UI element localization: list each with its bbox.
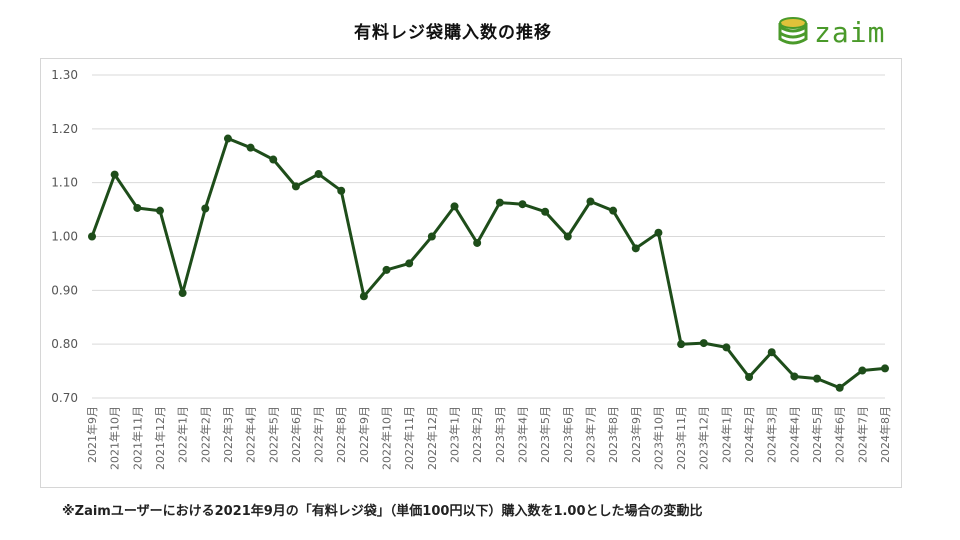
- x-tick-label: 2022年2月: [198, 406, 212, 463]
- x-tick-label: 2023年6月: [561, 406, 575, 463]
- zaim-logo: zaim: [776, 12, 896, 52]
- chart-frame: [40, 58, 902, 488]
- x-tick-label: 2022年12月: [425, 406, 439, 470]
- x-tick-label: 2022年4月: [244, 406, 258, 463]
- x-tick-label: 2021年11月: [130, 406, 144, 470]
- y-tick-label: 0.80: [51, 337, 78, 351]
- data-point: [654, 228, 663, 237]
- x-tick-label: 2023年1月: [448, 406, 462, 463]
- data-point: [835, 383, 844, 392]
- data-point: [813, 374, 822, 383]
- data-point: [722, 343, 731, 352]
- x-tick-label: 2022年7月: [312, 406, 326, 463]
- grid-lines: [92, 74, 885, 399]
- x-tick-label: 2022年6月: [289, 406, 303, 463]
- y-tick-label: 1.20: [51, 122, 78, 136]
- x-tick-label: 2024年7月: [855, 406, 869, 463]
- data-point: [291, 182, 300, 191]
- data-point: [427, 232, 436, 241]
- x-tick-label: 2023年3月: [493, 406, 507, 463]
- y-tick-label: 1.30: [51, 68, 78, 82]
- data-point: [133, 203, 142, 212]
- data-point: [677, 340, 686, 349]
- series-line: [90, 137, 886, 390]
- x-tick-label: 2022年8月: [334, 406, 348, 463]
- data-point: [563, 232, 572, 241]
- data-point: [586, 197, 595, 206]
- x-tick-label: 2024年1月: [719, 406, 733, 463]
- data-point: [178, 289, 187, 298]
- x-tick-label: 2023年10月: [651, 406, 665, 470]
- x-tick-label: 2023年8月: [606, 406, 620, 463]
- chart-title: 有料レジ袋購入数の推移: [354, 23, 552, 43]
- data-point: [337, 186, 346, 195]
- y-tick-label: 0.70: [51, 391, 78, 405]
- data-point: [110, 170, 119, 179]
- logo-text: zaim: [814, 15, 886, 49]
- data-point: [790, 372, 799, 381]
- data-point: [495, 198, 504, 207]
- data-point: [473, 238, 482, 247]
- data-point: [246, 143, 255, 152]
- x-tick-label: 2022年1月: [176, 406, 190, 463]
- x-tick-label: 2022年11月: [402, 406, 416, 470]
- data-point: [314, 170, 323, 179]
- data-point: [541, 207, 550, 216]
- x-tick-label: 2024年3月: [765, 406, 779, 463]
- y-tick-label: 1.00: [51, 230, 78, 244]
- series-points: [88, 134, 889, 392]
- data-point: [518, 200, 527, 209]
- data-point: [745, 373, 754, 382]
- data-point: [88, 232, 96, 241]
- data-point: [609, 206, 618, 215]
- data-point: [450, 202, 459, 211]
- x-tick-label: 2023年5月: [538, 406, 552, 463]
- x-tick-label: 2021年9月: [85, 406, 99, 463]
- data-point: [201, 204, 210, 213]
- data-point: [382, 265, 391, 274]
- y-tick-label: 1.10: [51, 176, 78, 190]
- data-point: [699, 339, 708, 348]
- x-tick-label: 2024年2月: [742, 406, 756, 463]
- y-axis-ticks: 0.70 0.80 0.90 1.00 1.10 1.20 1.30: [51, 68, 78, 405]
- x-tick-label: 2022年10月: [380, 406, 394, 470]
- x-tick-label: 2022年9月: [357, 406, 371, 463]
- x-tick-label: 2021年12月: [153, 406, 167, 470]
- x-tick-label: 2022年3月: [221, 406, 235, 463]
- series-line-layer: [90, 137, 886, 390]
- x-tick-label: 2023年9月: [629, 406, 643, 463]
- coin-stack-icon: [778, 17, 808, 45]
- x-tick-label: 2024年5月: [810, 406, 824, 463]
- data-point: [269, 155, 278, 164]
- x-tick-label: 2022年5月: [266, 406, 280, 463]
- x-tick-label: 2023年12月: [697, 406, 711, 470]
- data-point: [223, 134, 232, 143]
- footnote: ※Zaimユーザーにおける2021年9月の「有料レジ袋」（単価100円以下）購入…: [62, 504, 703, 519]
- x-tick-label: 2023年4月: [515, 406, 529, 463]
- data-point: [359, 292, 368, 301]
- data-point: [631, 244, 640, 253]
- data-point: [858, 366, 867, 375]
- x-tick-label: 2023年11月: [674, 406, 688, 470]
- x-axis-ticks: 2021年9月 2021年10月 2021年11月 2021年12月 2022年1月 20…: [85, 406, 892, 470]
- x-tick-label: 2023年7月: [583, 406, 597, 463]
- x-tick-label: 2023年2月: [470, 406, 484, 463]
- data-point: [767, 348, 776, 357]
- y-tick-label: 0.90: [51, 283, 78, 297]
- data-point: [155, 206, 164, 215]
- x-tick-label: 2021年10月: [108, 406, 122, 470]
- data-point: [881, 364, 889, 373]
- x-tick-label: 2024年8月: [878, 406, 892, 463]
- data-point: [405, 259, 414, 268]
- x-tick-label: 2024年6月: [833, 406, 847, 463]
- x-tick-label: 2024年4月: [787, 406, 801, 463]
